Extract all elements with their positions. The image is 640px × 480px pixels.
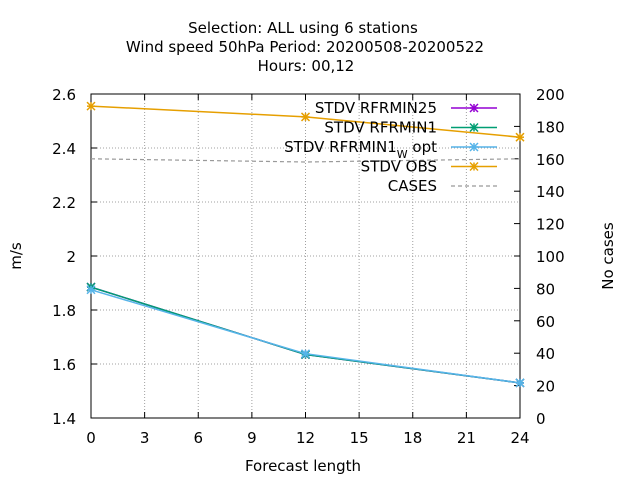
data-point (469, 122, 479, 133)
y2-tick-label: 20 (536, 378, 555, 396)
title-line-3: Hours: 00,12 (258, 57, 355, 75)
x-tick-label: 3 (140, 429, 150, 447)
data-point (469, 103, 479, 113)
legend-label: CASES (388, 177, 437, 195)
legend-item-3: STDV OBS (361, 158, 497, 176)
y-tick-label: 1.8 (52, 302, 76, 320)
y2-tick-label: 0 (536, 410, 546, 428)
y2-tick-label: 140 (536, 183, 565, 201)
y2-axis-label: No cases (599, 222, 617, 290)
y2-tick-label: 40 (536, 345, 555, 363)
data-point (469, 161, 479, 172)
y-axis-label: m/s (7, 242, 25, 270)
legend-label: STDV RFRMIN1W opt (284, 138, 437, 161)
x-tick-label: 18 (403, 429, 422, 447)
legend-item-0: STDV RFRMIN25 (315, 99, 497, 117)
series-line (90, 158, 521, 163)
y2-tick-label: 160 (536, 151, 565, 169)
data-point (300, 349, 311, 359)
y2-tick-label: 120 (536, 216, 565, 234)
x-tick-label: 9 (247, 429, 257, 447)
y2-tick-label: 80 (536, 280, 555, 298)
x-tick-label: 6 (193, 429, 203, 447)
legend-label: STDV RFRMIN25 (315, 99, 437, 117)
y-tick-label: 2.6 (52, 86, 76, 104)
x-tick-label: 0 (86, 429, 96, 447)
x-tick-label: 12 (296, 429, 315, 447)
data-point (300, 112, 311, 122)
y2-tick-label: 100 (536, 248, 565, 266)
chart-title: Selection: ALL using 6 stations Wind spe… (126, 19, 484, 75)
data-point (515, 378, 525, 388)
x-tick-label: 24 (510, 429, 529, 447)
x-tick-label: 15 (350, 429, 369, 447)
series-layer (86, 101, 525, 388)
legend-item-4: CASES (388, 177, 497, 195)
x-tick-label: 21 (457, 429, 476, 447)
title-line-1: Selection: ALL using 6 stations (188, 19, 418, 37)
legend-label: STDV OBS (361, 158, 437, 176)
series-3 (86, 101, 525, 142)
legend-label: STDV RFRMIN1 (324, 119, 437, 137)
y2-tick-label: 200 (536, 86, 565, 104)
data-point (86, 285, 96, 295)
legend-item-2: STDV RFRMIN1W opt (284, 138, 497, 161)
series-2 (86, 285, 525, 388)
legend-item-1: STDV RFRMIN1 (324, 119, 497, 137)
axis-ticks: 0 3 6 9 12 15 18 21 24 1.4 1.6 1.8 2 2.2 2.4 2.6 0 20 40 60… (52, 86, 565, 447)
y2-tick-label: 180 (536, 118, 565, 136)
data-point (86, 101, 96, 111)
data-point (515, 132, 525, 142)
y-tick-label: 1.4 (52, 410, 76, 428)
grid (91, 94, 520, 418)
y2-tick-label: 60 (536, 313, 555, 331)
series-4 (90, 158, 521, 163)
x-axis-label: Forecast length (245, 457, 361, 475)
y-tick-label: 2.4 (52, 140, 76, 158)
y-tick-label: 2.2 (52, 194, 76, 212)
data-point (469, 142, 479, 152)
y-tick-label: 1.6 (52, 356, 76, 374)
title-line-2: Wind speed 50hPa Period: 20200508-202005… (126, 38, 484, 56)
series-line (90, 289, 521, 384)
y-tick-label: 2 (66, 248, 76, 266)
